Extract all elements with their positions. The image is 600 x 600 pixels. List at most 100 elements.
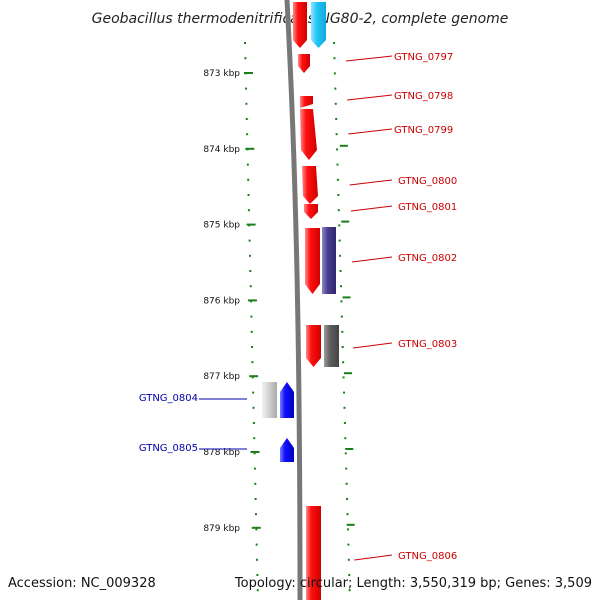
- scale-dot: [246, 148, 249, 151]
- gene-arrow-red[interactable]: [293, 2, 307, 48]
- gene-label[interactable]: GTNG_0800: [398, 176, 457, 187]
- scale-dot: [249, 285, 252, 288]
- scale-dot: [345, 482, 348, 485]
- scale-dot: [344, 437, 347, 440]
- kbp-tick-label: 879 kbp: [203, 524, 240, 534]
- gene-arrow-blue[interactable]: [280, 382, 294, 418]
- scale-dot: [345, 467, 348, 470]
- kbp-tick-label: 873 kbp: [203, 69, 240, 79]
- scale-dot: [254, 498, 257, 500]
- gene-arrow-red[interactable]: [298, 54, 310, 73]
- scale-dot: [333, 57, 336, 60]
- scale-dot: [244, 57, 247, 60]
- scale-dot: [248, 254, 251, 257]
- gene-label[interactable]: GTNG_0804: [139, 393, 198, 404]
- scale-dot: [253, 467, 256, 470]
- chromosome-backbone: [284, 0, 303, 600]
- gene-arrow-red[interactable]: [306, 325, 321, 367]
- gene-label[interactable]: GTNG_0797: [394, 52, 453, 63]
- scale-dot: [245, 102, 248, 105]
- scale-dot: [250, 315, 253, 318]
- gene-label[interactable]: GTNG_0805: [139, 443, 198, 454]
- scale-dot: [337, 194, 340, 196]
- scale-dot: [338, 224, 341, 227]
- scale-dot: [251, 361, 254, 364]
- scale-dot: [246, 163, 249, 166]
- scale-dot: [348, 589, 351, 592]
- scale-dot: [244, 72, 247, 75]
- scale-dot: [254, 482, 257, 485]
- scale-dot: [248, 239, 251, 242]
- scale-dot: [245, 87, 248, 90]
- kbp-tick-label: 874 kbp: [203, 145, 240, 155]
- scale-dot: [334, 87, 337, 90]
- gene-label[interactable]: GTNG_0806: [398, 551, 457, 562]
- scale-dot: [250, 300, 253, 303]
- scale-dot: [348, 574, 351, 576]
- scale-dot: [342, 361, 345, 364]
- gene-box-lightgray[interactable]: [262, 382, 277, 418]
- scale-dot: [347, 543, 350, 546]
- kbp-tick-label: 875 kbp: [203, 221, 240, 231]
- gene-leader-line: [347, 94, 393, 101]
- scale-dots: [244, 42, 355, 592]
- scale-dot: [342, 376, 345, 379]
- gene-label[interactable]: GTNG_0799: [394, 125, 453, 136]
- scale-dot: [339, 254, 342, 257]
- gene-arrow-red[interactable]: [302, 166, 318, 204]
- kbp-tick-label: 878 kbp: [203, 448, 240, 458]
- gene-arrow-blue[interactable]: [280, 438, 294, 462]
- scale-dot: [335, 133, 338, 136]
- gene-leader-line: [353, 342, 393, 349]
- scale-dot: [339, 285, 342, 288]
- kbp-scale: 873 kbp 874 kbp 875 kbp 876 kbp 877 kbp 878 k…: [203, 69, 261, 534]
- scale-dot: [254, 513, 257, 516]
- gene-leader-line: [345, 55, 393, 62]
- scale-dot: [247, 194, 250, 196]
- accession-text: Accession: NC_009328: [8, 576, 156, 591]
- gene-arrow-cyan[interactable]: [311, 2, 326, 48]
- scale-dot: [338, 239, 341, 242]
- scale-dot: [337, 209, 340, 212]
- gene-leader-line: [348, 128, 393, 135]
- scale-dot: [252, 422, 255, 424]
- kbp-tick-label: 877 kbp: [203, 372, 240, 382]
- gene-arrow-red[interactable]: [300, 96, 313, 108]
- gene-leader-line: [351, 256, 393, 263]
- scale-dot: [250, 330, 253, 333]
- scale-dot: [336, 178, 339, 181]
- scale-dot: [339, 270, 342, 272]
- gene-label[interactable]: GTNG_0798: [394, 91, 453, 102]
- scale-dot: [346, 498, 349, 500]
- scale-dot: [253, 437, 256, 440]
- scale-dot: [333, 72, 336, 75]
- scale-dot: [336, 148, 339, 151]
- gene-box-gray[interactable]: [324, 325, 339, 367]
- gene-features: [262, 2, 339, 600]
- gene-box-red[interactable]: [306, 506, 321, 600]
- scale-dot: [346, 513, 349, 516]
- scale-dot: [335, 118, 338, 120]
- gene-arrow-red[interactable]: [304, 204, 318, 219]
- scale-dot: [340, 315, 343, 318]
- scale-dot: [343, 406, 346, 409]
- scale-dot: [256, 589, 259, 592]
- gene-arrow-red[interactable]: [305, 228, 320, 294]
- scale-dot: [255, 543, 258, 546]
- scale-dot: [341, 330, 344, 333]
- scale-dot: [252, 406, 255, 409]
- gene-label[interactable]: GTNG_0801: [398, 202, 457, 213]
- gene-labels-right: GTNG_0797 GTNG_0798 GTNG_0799 GTNG_0800 GTNG…: [345, 52, 457, 562]
- gene-arrow-red[interactable]: [300, 109, 317, 160]
- scale-dot: [247, 178, 250, 181]
- gene-label[interactable]: GTNG_0802: [398, 253, 457, 264]
- scale-dot: [344, 452, 347, 455]
- scale-dot: [249, 270, 252, 272]
- scale-dot: [343, 422, 346, 424]
- gene-box-purple[interactable]: [322, 227, 336, 294]
- scale-dot: [333, 42, 335, 44]
- gene-leader-line: [350, 205, 393, 212]
- gene-label[interactable]: GTNG_0803: [398, 339, 457, 350]
